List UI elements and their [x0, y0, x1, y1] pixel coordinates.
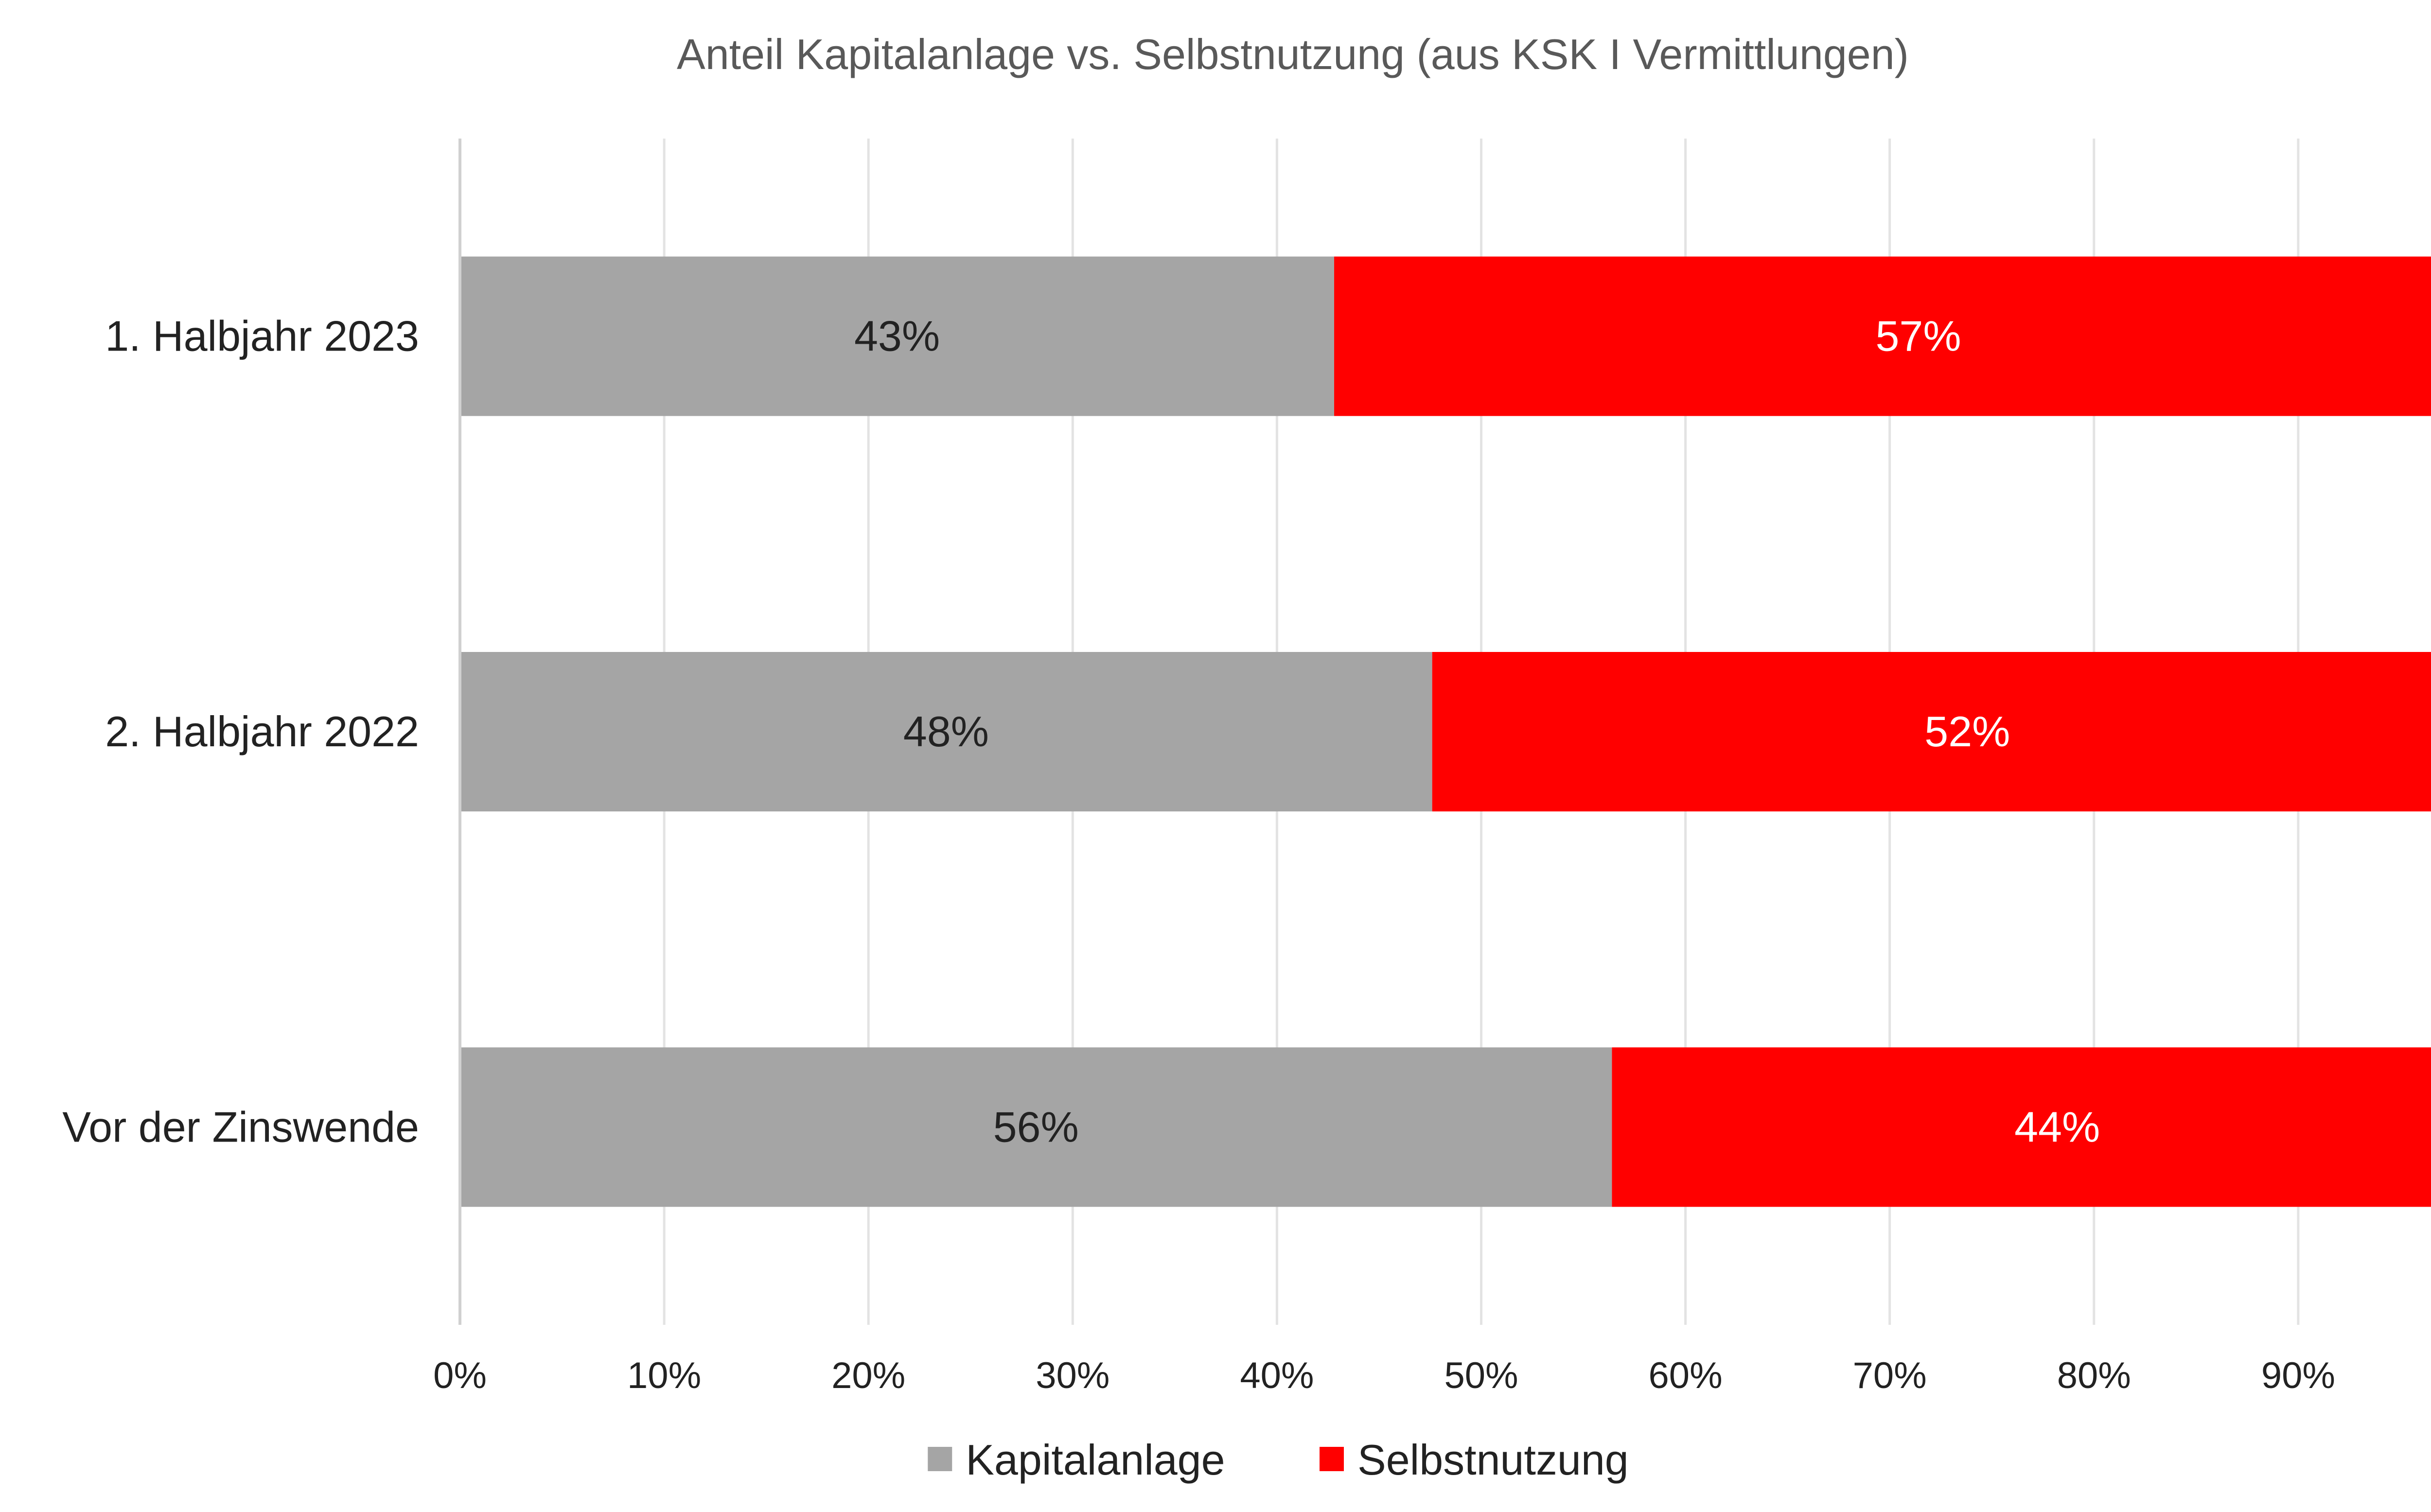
x-tick-label: 50% — [1444, 1355, 1518, 1396]
axes: 0%10%20%30%40%50%60%70%80%90%100%1. Halb… — [62, 139, 2335, 1396]
bar-kapitalanlage — [460, 1047, 1612, 1207]
x-tick-label: 80% — [2057, 1355, 2131, 1396]
x-tick-label: 70% — [1853, 1355, 1927, 1396]
x-tick-label: 60% — [1649, 1355, 1723, 1396]
legend-item-selbstnutzung: Selbstnutzung — [1320, 1436, 1629, 1484]
data-label: 48% — [903, 707, 989, 756]
x-tick-label: 10% — [627, 1355, 701, 1396]
data-label: 44% — [2014, 1103, 2100, 1151]
x-tick-label: 40% — [1240, 1355, 1314, 1396]
legend-label: Selbstnutzung — [1357, 1436, 1629, 1484]
bar-selbstnutzung — [1612, 1047, 2431, 1207]
chart-title: Anteil Kapitalanlage vs. Selbstnutzung (… — [677, 30, 1909, 78]
bar-kapitalanlage — [460, 652, 1432, 811]
legend-label: Kapitalanlage — [966, 1436, 1225, 1484]
legend: Kapitalanlage Selbstnutzung — [928, 1436, 1629, 1484]
legend-item-kapitalanlage: Kapitalanlage — [928, 1436, 1225, 1484]
bars — [460, 256, 2431, 1207]
data-label: 56% — [993, 1103, 1079, 1151]
legend-swatch — [928, 1447, 952, 1471]
bar-kapitalanlage — [460, 256, 1335, 416]
category-label: 1. Halbjahr 2023 — [105, 312, 419, 360]
x-tick-label: 30% — [1036, 1355, 1110, 1396]
data-label: 57% — [1875, 312, 1961, 360]
category-label: Vor der Zinswende — [62, 1103, 419, 1151]
x-tick-label: 20% — [831, 1355, 905, 1396]
bar-selbstnutzung — [1432, 652, 2431, 811]
data-label: 43% — [854, 312, 940, 360]
x-tick-label: 0% — [433, 1355, 487, 1396]
data-label: 52% — [1924, 707, 2010, 756]
bar-selbstnutzung — [1334, 256, 2431, 416]
data-labels: 43% 57% 48% 52% 56% 44% — [854, 312, 2100, 1151]
x-tick-label: 90% — [2261, 1355, 2335, 1396]
legend-swatch — [1320, 1447, 1344, 1471]
category-label: 2. Halbjahr 2022 — [105, 707, 419, 756]
